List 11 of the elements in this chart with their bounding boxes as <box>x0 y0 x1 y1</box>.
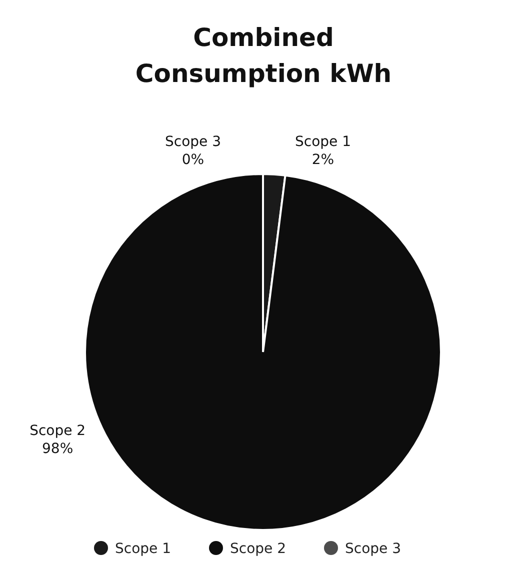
slice-label: Scope 1 <box>294 134 352 150</box>
category-label: Scope 3 <box>164 134 222 150</box>
legend-label: Scope 3 <box>345 541 402 557</box>
data-label: 98% <box>42 440 74 457</box>
chart-title: Combined Consumption kWh <box>135 23 392 88</box>
legend-label: Scope 2 <box>230 541 286 557</box>
slice-label: Scope 2 <box>30 422 86 439</box>
text: 0% <box>182 152 204 168</box>
data-label: 2% <box>312 152 334 168</box>
legend-label: Scope 1 <box>115 541 172 557</box>
pie-slice <box>84 173 442 531</box>
